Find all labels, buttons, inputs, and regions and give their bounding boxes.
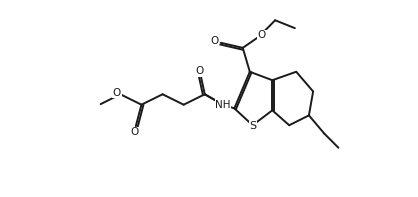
Text: O: O <box>113 88 121 98</box>
Text: O: O <box>130 127 138 137</box>
Text: O: O <box>211 36 219 46</box>
Text: O: O <box>258 30 266 40</box>
Text: O: O <box>195 66 203 76</box>
Text: S: S <box>249 121 256 131</box>
Text: NH: NH <box>215 100 231 110</box>
